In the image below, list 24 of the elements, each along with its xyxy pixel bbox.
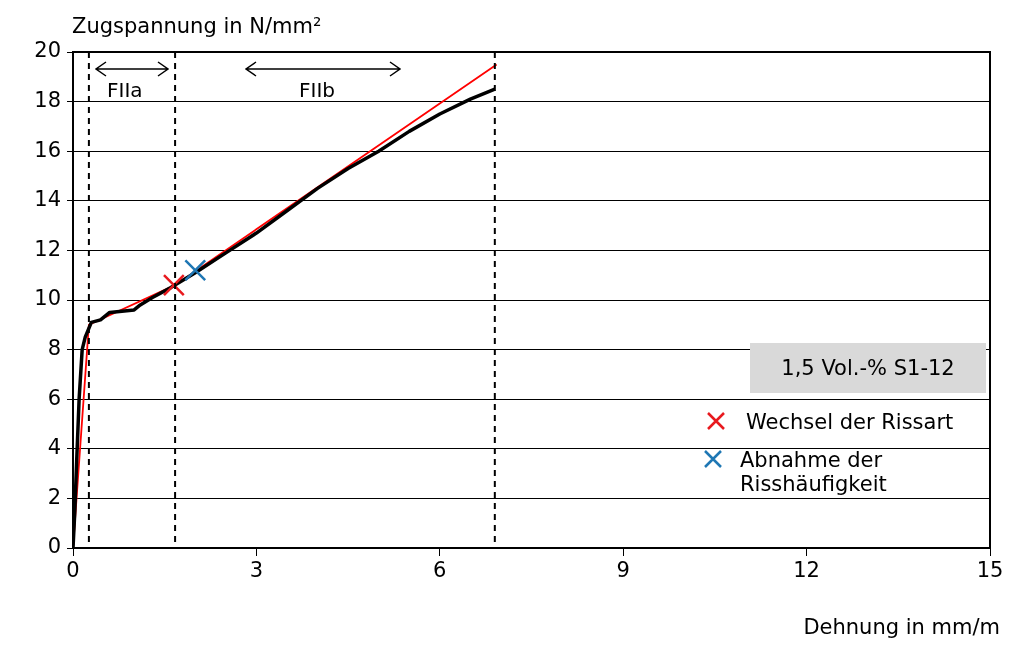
legend-label: Wechsel der Rissart [746,410,954,434]
x-tick-label: 12 [793,558,820,583]
annotation: FIIa [107,78,143,102]
y-tick-label: 6 [47,385,61,410]
y-tick-label: 18 [34,88,61,113]
y-tick-label: 12 [34,236,61,261]
y-tick-label: 16 [34,137,61,162]
annotation: 1,5 Vol.-% S1-12 [750,343,986,393]
y-tick-label: 0 [47,534,61,559]
y-tick-label: 20 [34,38,61,63]
y-tick-label: 2 [47,484,61,509]
y-tick-label: 10 [34,286,61,311]
x-tick-label: 9 [616,558,630,583]
y-tick-label: 8 [47,336,61,361]
legend-label: Abnahme der Risshäufigkeit [740,448,888,496]
y-axis-title: Zugspannung in N/mm² [72,14,322,38]
x-axis-title: Dehnung in mm/m [803,615,1000,639]
x-tick-label: 6 [433,558,447,583]
annotation: FIIb [299,78,335,102]
y-tick-label: 4 [47,435,61,460]
x-tick-label: 0 [66,558,80,583]
x-tick-label: 15 [976,558,1004,583]
x-tick-label: 3 [249,558,264,583]
y-tick-label: 14 [34,187,61,212]
